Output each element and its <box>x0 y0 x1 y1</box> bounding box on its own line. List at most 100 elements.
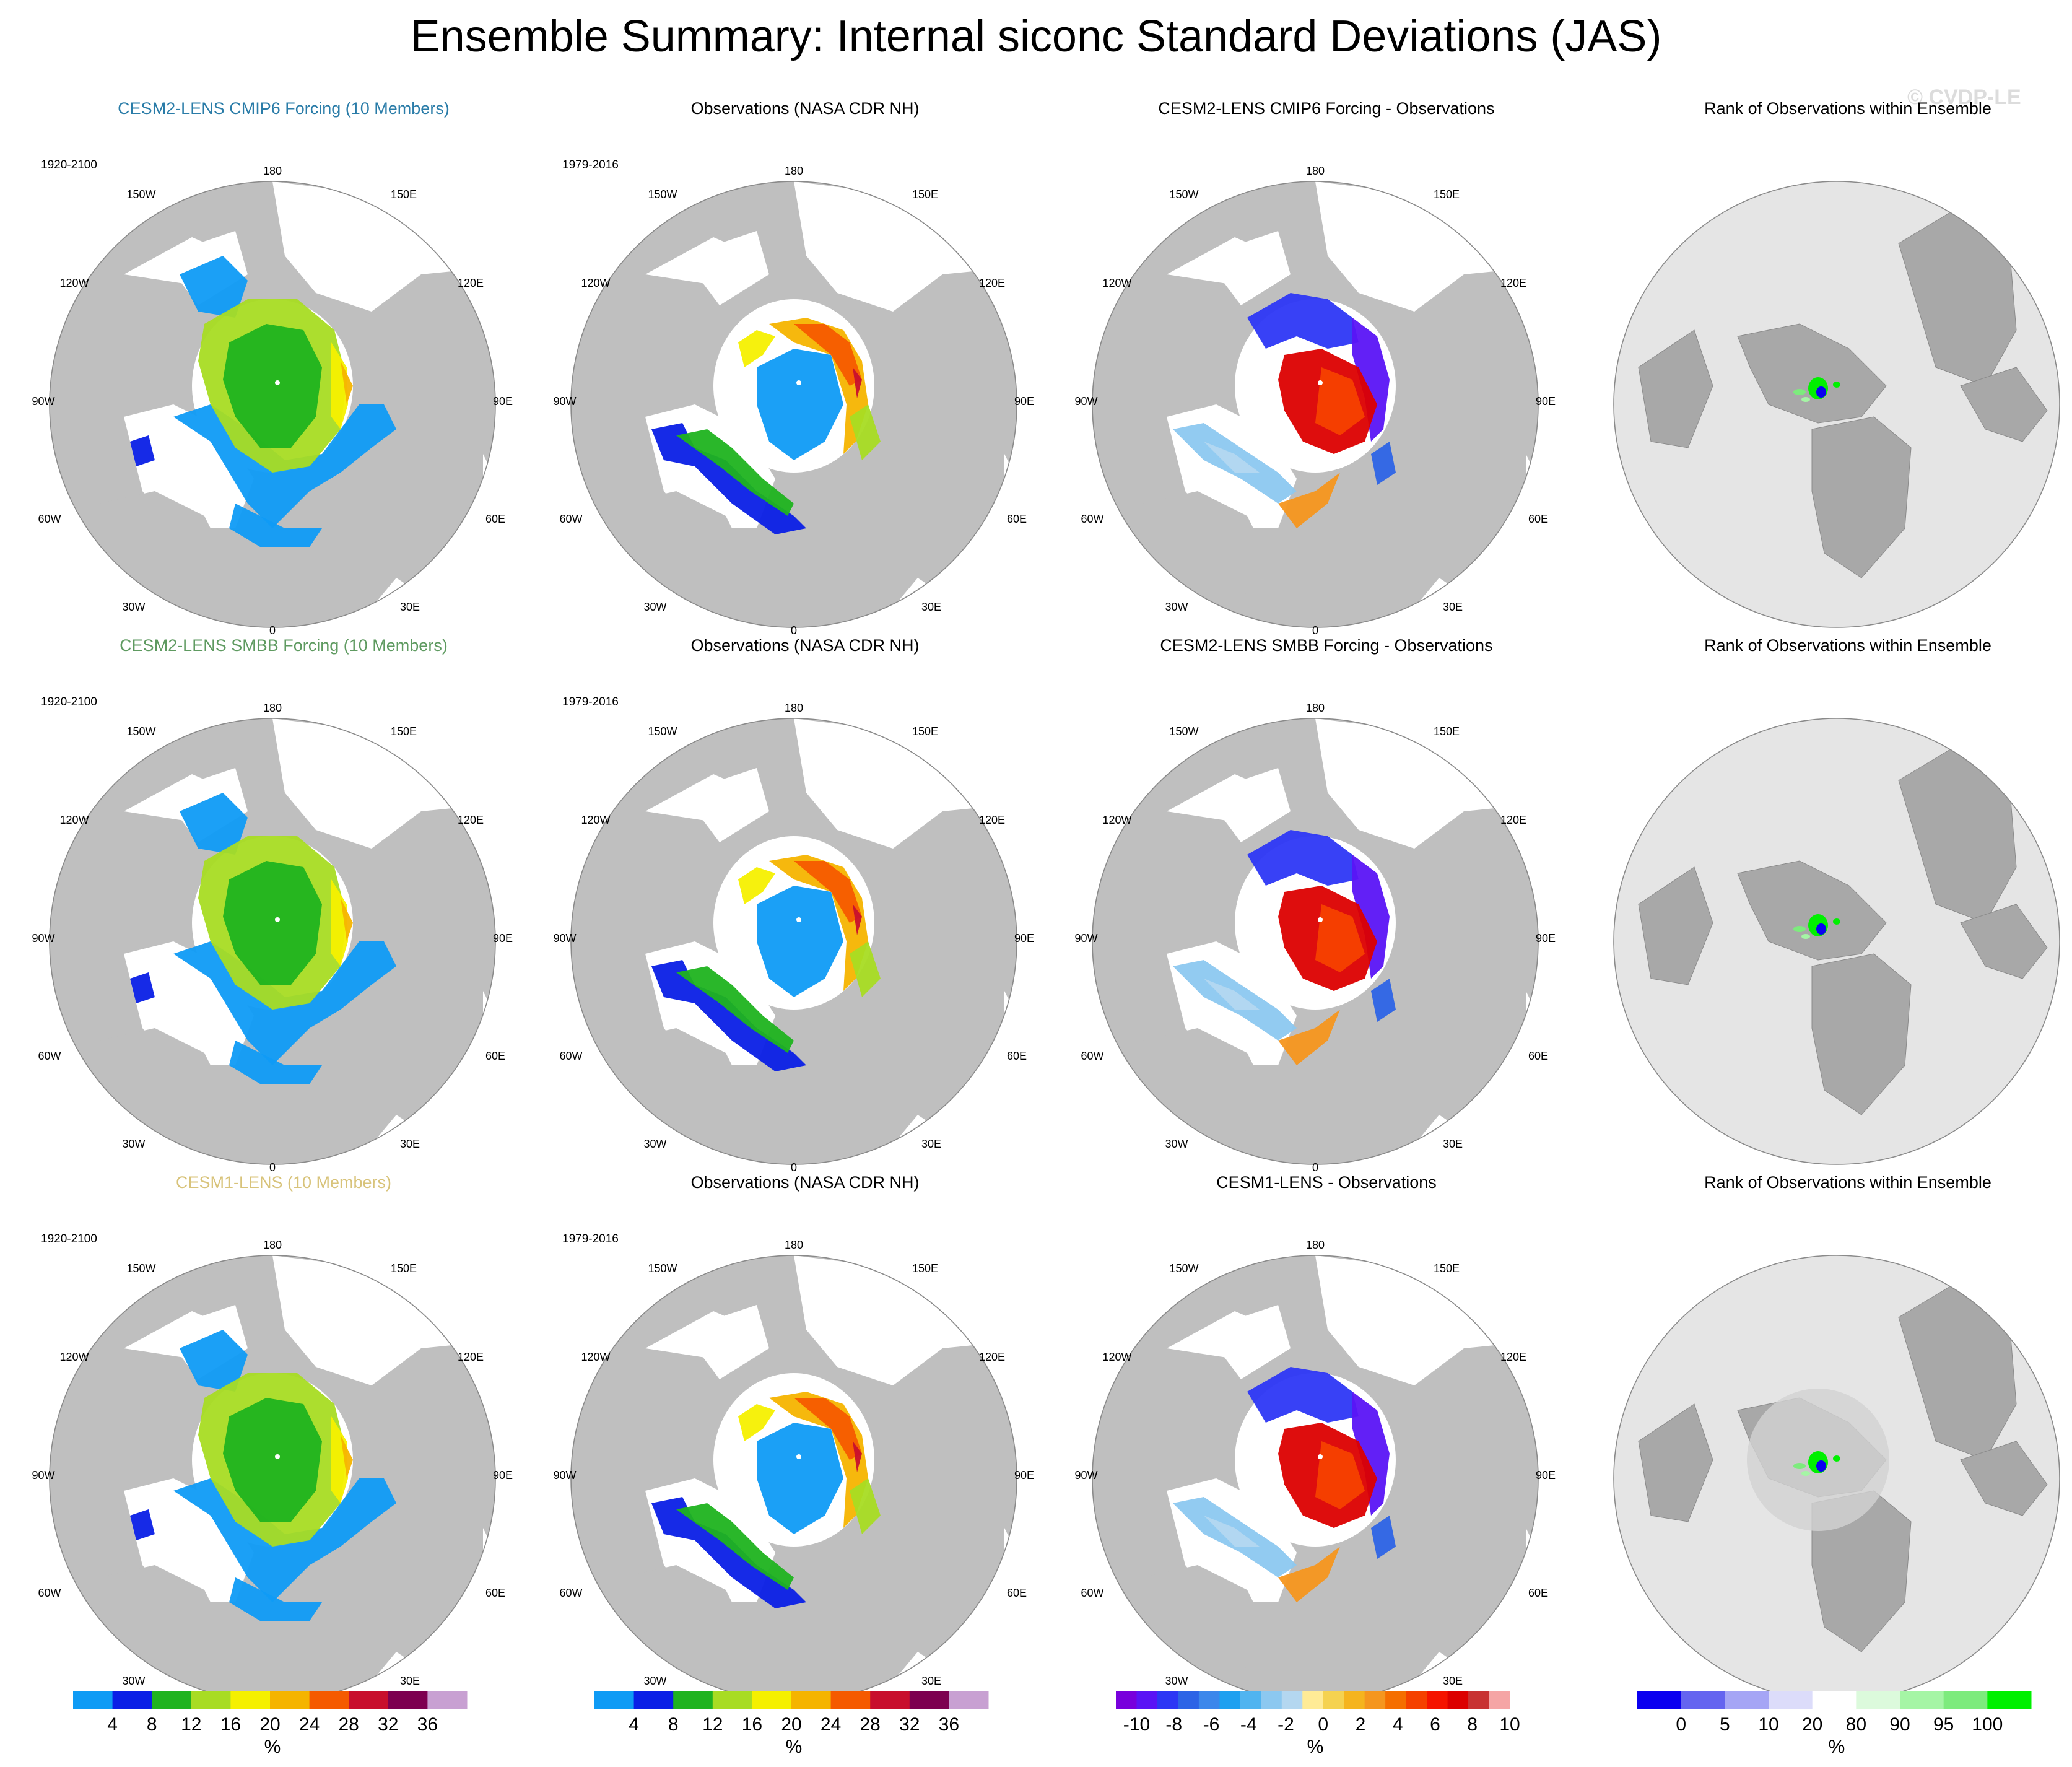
lon-label: 60E <box>485 1587 505 1599</box>
ice-field-3 <box>1315 904 1365 972</box>
lon-label: 150E <box>391 725 417 738</box>
colorbar-tick-label: 28 <box>339 1714 359 1735</box>
lon-label: 60E <box>1528 1587 1548 1599</box>
ice-field-0 <box>757 349 843 460</box>
lon-label: 90W <box>1074 932 1097 945</box>
ice-field-5 <box>1204 442 1260 473</box>
ice-field-0 <box>180 256 248 318</box>
colorbar-swatch <box>1219 1691 1241 1709</box>
lon-label: 30E <box>1443 1138 1463 1150</box>
lon-label: 90E <box>1014 395 1034 408</box>
colorbar-tick-label: 6 <box>1430 1714 1440 1735</box>
colorbar-swatch <box>1198 1691 1220 1709</box>
colorbar-swatch <box>1447 1691 1469 1709</box>
polar-map: 180150W150E120W120E90W90E60W60E30W30E019… <box>553 1233 1034 1710</box>
colorbar-swatch <box>830 1691 871 1709</box>
lon-label: 60E <box>1007 513 1027 525</box>
map-panel-r2-c2: Observations (NASA CDR NH) 180 150W 150E 120… <box>546 636 1064 1173</box>
colorbar-swatch <box>1987 1691 2032 1709</box>
colorbar-tick-label: -8 <box>1165 1714 1182 1735</box>
colorbar-swatch <box>949 1691 989 1709</box>
lon-label: 30E <box>400 601 420 613</box>
ice-field-7 <box>853 367 862 398</box>
map-panel-r3-c3: CESM1-LENS - Observations 180 150W 150E 120W… <box>1068 1173 1585 1710</box>
colorbar-swatch <box>191 1691 231 1709</box>
colorbar-swatch <box>1769 1691 1813 1709</box>
lon-label: 180 <box>263 1239 282 1251</box>
panel-title: CESM2-LENS CMIP6 Forcing - Observations <box>1158 99 1495 118</box>
colorbar-swatch <box>1385 1691 1407 1709</box>
colorbar-swatch <box>1157 1691 1178 1709</box>
polar-map <box>1613 718 2060 1165</box>
period-label: 1920-2100 <box>41 696 97 709</box>
lon-label: 90W <box>32 1469 54 1481</box>
lon-label: 150E <box>912 725 938 738</box>
lon-label: 120W <box>1102 277 1131 289</box>
lon-label: 30W <box>643 1138 666 1150</box>
lon-label: 150W <box>648 188 677 201</box>
ice-field-0 <box>757 1423 843 1534</box>
lon-label: 150W <box>126 1262 155 1275</box>
lon-label: 60E <box>485 513 505 525</box>
polar-map <box>1613 181 2060 628</box>
colorbar-swatch <box>112 1691 152 1709</box>
ice-field-6 <box>341 898 353 941</box>
colorbar-swatch <box>309 1691 349 1709</box>
lon-label: 180 <box>785 1239 803 1251</box>
colorbar-2: 4 8 12 16 20 24 28 32 36% <box>546 1682 1064 1764</box>
period-label: 1920-2100 <box>41 159 97 172</box>
colorbar-tick-label: -6 <box>1203 1714 1220 1735</box>
polar-map: 180 150W 150E 120W 120E 90W 90E 60W 60E 30W 30E 0 <box>1074 702 1556 1173</box>
lon-label: 60W <box>1081 1050 1103 1062</box>
rank-mark-2 <box>1793 389 1806 395</box>
colorbar-unit: % <box>1307 1737 1324 1757</box>
map-panel-r1-c1: CESM2-LENS CMIP6 Forcing (10 Members) 180… <box>25 99 542 636</box>
lon-label: 0 <box>791 624 797 636</box>
panel-title: CESM2-LENS SMBB Forcing (10 Members) <box>120 636 448 655</box>
colorbar-swatch <box>349 1691 389 1709</box>
ice-field-5 <box>331 342 348 429</box>
lon-label: 0 <box>269 624 276 636</box>
ice-field-7 <box>1371 1516 1396 1559</box>
ice-field-3 <box>738 867 775 904</box>
colorbar-tick-label: 12 <box>702 1714 723 1735</box>
colorbar-4: 0 5 10 20 80 90 95 100% <box>1589 1682 2072 1764</box>
colorbar-tick-label: 8 <box>1467 1714 1478 1735</box>
ice-field-0 <box>180 793 248 855</box>
ice-field-2 <box>229 1577 322 1621</box>
colorbar-tick-label: 0 <box>1318 1714 1328 1735</box>
colorbar-swatch <box>1637 1691 1682 1709</box>
ice-field-0 <box>1247 293 1359 349</box>
map-panel-r3-c4: Rank of Observations within Ensemble <box>1589 1173 2072 1710</box>
lon-label: 30W <box>122 1675 145 1687</box>
lon-label: 120W <box>581 1351 610 1363</box>
ice-field-2 <box>229 1041 322 1084</box>
watermark: © CVDP-LE <box>1907 85 2021 109</box>
colorbar-swatch <box>1489 1691 1510 1709</box>
lon-label: 120E <box>1500 1351 1526 1363</box>
ice-field-0 <box>1247 830 1359 886</box>
ice-field-5 <box>794 1398 862 1460</box>
colorbar-swatch <box>1302 1691 1324 1709</box>
lon-label: 30W <box>643 601 666 613</box>
colorbar-swatch <box>1281 1691 1303 1709</box>
ice-field-2 <box>676 429 794 516</box>
lon-label: 90W <box>553 1469 576 1481</box>
ice-field-1 <box>1352 1392 1390 1516</box>
map-panel-r2-c1: CESM2-LENS SMBB Forcing (10 Members) 180 1… <box>25 636 542 1173</box>
colorbar-tick-label: 10 <box>1499 1714 1520 1735</box>
ice-field-6 <box>341 1435 353 1478</box>
lon-label: 90W <box>32 932 54 945</box>
ice-field-1 <box>651 960 806 1071</box>
ice-field-0 <box>1247 1367 1359 1423</box>
page-title: Ensemble Summary: Internal siconc Standa… <box>410 12 1662 61</box>
colorbar-swatch <box>712 1691 752 1709</box>
ice-field-6 <box>1278 1547 1340 1602</box>
lon-label: 90E <box>493 395 513 408</box>
lon-label: 90E <box>1014 932 1034 945</box>
ice-field-2 <box>229 504 322 547</box>
lon-label: 90E <box>493 1469 513 1481</box>
colorbar-tick-label: 8 <box>668 1714 679 1735</box>
colorbar-swatch <box>752 1691 792 1709</box>
lon-label: 30E <box>921 1675 941 1687</box>
